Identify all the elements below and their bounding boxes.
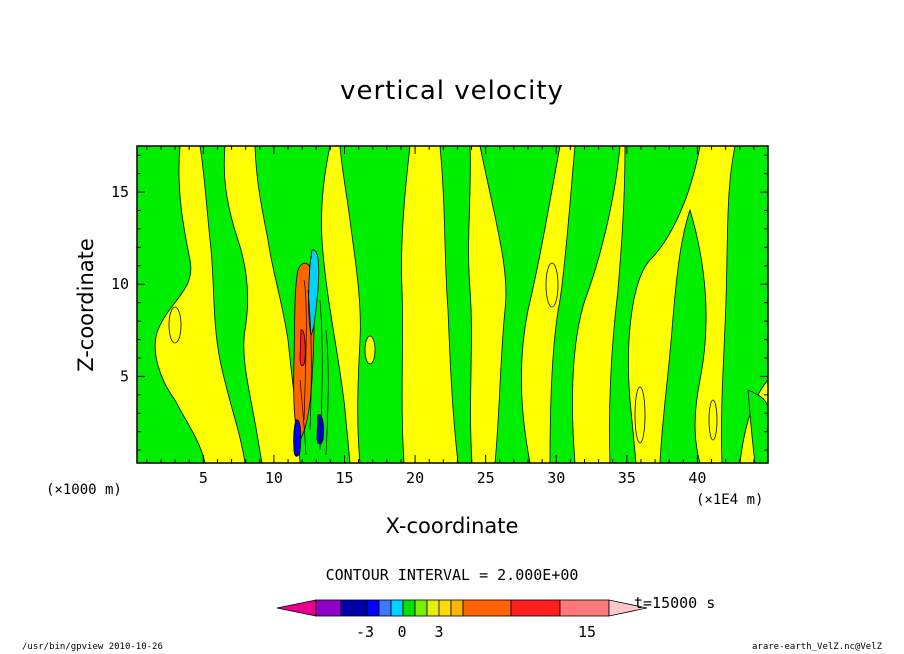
footer-left: /usr/bin/gpview 2010-10-26 (22, 642, 163, 652)
colorbar-cell (414, 599, 428, 617)
colorbar-cell (450, 599, 464, 617)
x-tick-label: 15 (335, 469, 353, 487)
x-tick-label: 20 (406, 469, 424, 487)
colorbar-tick-label: 15 (578, 623, 596, 641)
x-tick-label: 5 (199, 469, 208, 487)
neg-band-2 (199, 146, 263, 463)
pos-island-2 (364, 335, 376, 365)
x-unit-note: (×1000 m) (46, 482, 122, 498)
colorbar-cell (462, 599, 512, 617)
y-axis-label: Z-coordinate (74, 238, 98, 372)
colorbar-cell (438, 599, 452, 617)
colorbar-cell (510, 599, 561, 617)
axis-tick-labels: 5 10 15 20 25 30 35 40 5 10 15 (111, 183, 707, 487)
colorbar-tick-label: 0 (397, 623, 406, 641)
x-tick-label: 35 (618, 469, 636, 487)
colorbar-cell (378, 599, 392, 617)
colorbar-tick-label: -3 (356, 623, 374, 641)
neg-band-1 (137, 146, 206, 463)
pos-island-5 (708, 399, 718, 441)
footer-right: arare-earth_VelZ.nc@VelZ (752, 642, 883, 652)
chart-title: vertical velocity (340, 76, 564, 106)
plot-frame (136, 145, 769, 464)
neg-band-6 (479, 146, 561, 463)
x-axis-label: X-coordinate (385, 514, 519, 538)
x-tick-label: 10 (265, 469, 283, 487)
colorbar-min-arrow (276, 599, 317, 617)
neg-band-7 (549, 146, 621, 463)
pos-island-1 (545, 262, 559, 308)
neg-band-9 (659, 208, 707, 463)
colorbar-cell (340, 599, 368, 617)
x-tick-label: 40 (688, 469, 706, 487)
colorbar-labels: -3 0 3 15 (356, 623, 596, 641)
contour-interval-label: CONTOUR INTERVAL = 2.000E+00 (325, 566, 579, 584)
pos-island-4 (168, 306, 182, 344)
x-unit-note-right: (×1E4 m) (696, 492, 764, 508)
neg-band-11 (747, 389, 768, 463)
colorbar-cell (402, 599, 416, 617)
axis-ticks (137, 146, 769, 463)
pos-island-3 (634, 386, 646, 444)
neg-band-8 (609, 146, 701, 463)
colorbar-cell (426, 599, 440, 617)
colorbar-max-arrow (608, 599, 648, 617)
neg-band-4 (339, 146, 411, 463)
x-tick-label: 25 (477, 469, 495, 487)
positive-islands (168, 262, 718, 444)
colorbar-cell (390, 599, 404, 617)
colorbar-cell (559, 599, 610, 617)
y-tick-label: 15 (111, 183, 129, 201)
x-tick-label: 30 (547, 469, 565, 487)
colorbar-cell (315, 599, 342, 617)
core-red (299, 329, 306, 367)
y-tick-label: 10 (111, 275, 129, 293)
contour-field (137, 146, 768, 463)
time-label: t=15000 s (634, 594, 716, 612)
colorbar-tick-label: 3 (434, 623, 443, 641)
colorbar-cell (366, 599, 380, 617)
core-contour-lines (299, 279, 329, 456)
core-blue-1 (293, 419, 302, 457)
colorbar (276, 599, 648, 617)
convective-core (293, 249, 325, 457)
y-tick-label: 5 (120, 367, 129, 385)
